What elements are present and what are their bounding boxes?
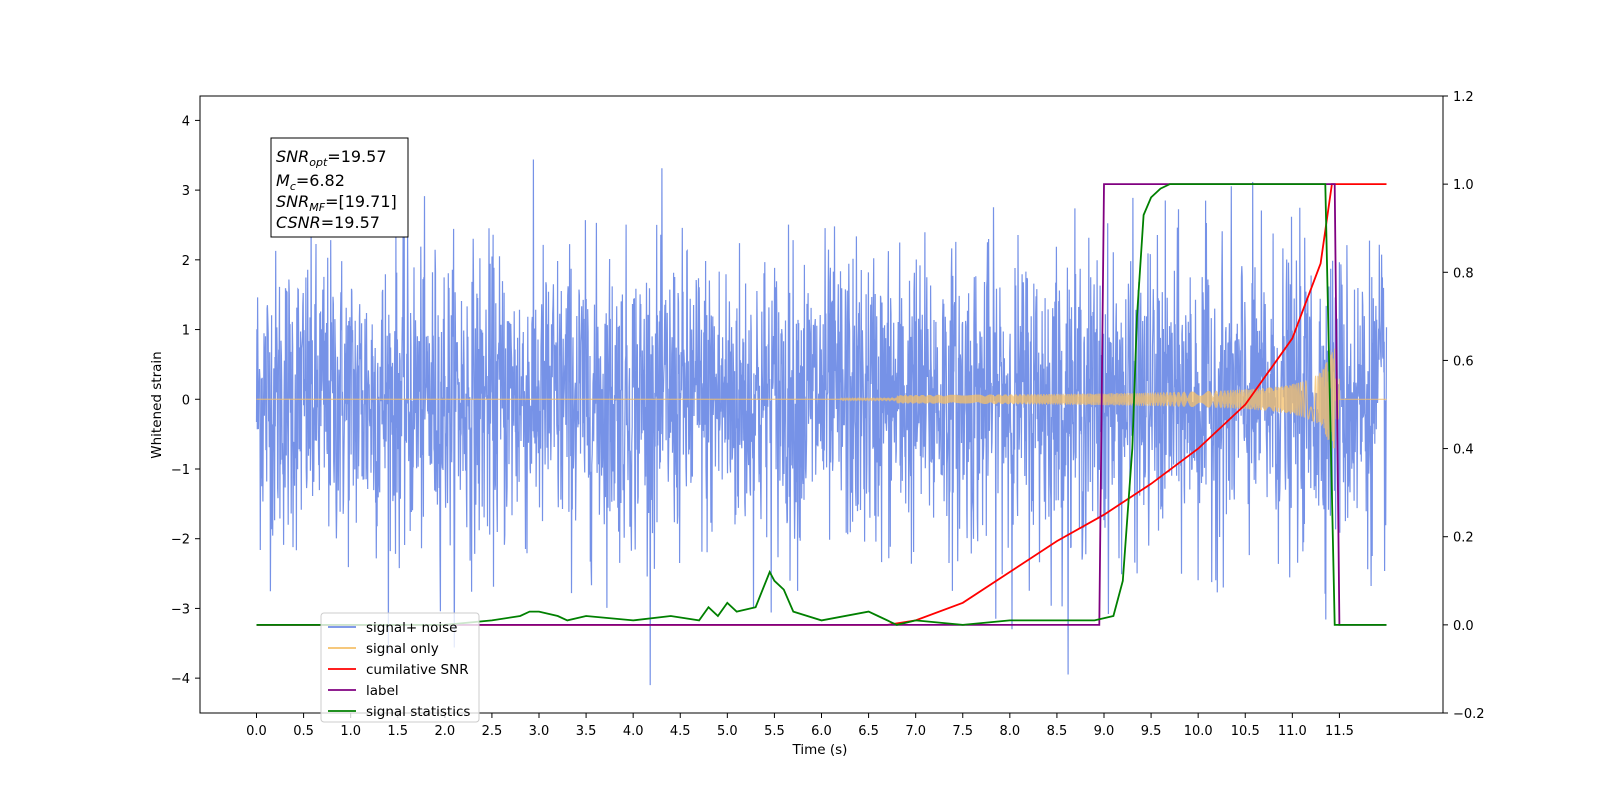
x-tick-label: 9.0 bbox=[1094, 724, 1115, 739]
y-tick-label: −3 bbox=[171, 602, 190, 617]
mc-text: Mc=6.82 bbox=[276, 171, 345, 193]
y2-tick-label: 0.4 bbox=[1453, 443, 1474, 458]
y-axis-left: 4 3 2 1 0 −1 −2 −3 −4 bbox=[171, 114, 200, 687]
x-tick-label: 2.5 bbox=[482, 724, 503, 739]
y-tick-label: −1 bbox=[171, 463, 190, 478]
x-tick-label: 0.0 bbox=[246, 724, 267, 739]
series-signal-statistics bbox=[256, 183, 1387, 626]
legend-label: cumilative SNR bbox=[366, 662, 469, 678]
x-tick-label: 6.5 bbox=[858, 724, 879, 739]
y2-tick-label: 0.8 bbox=[1453, 266, 1474, 281]
y-tick-label: −4 bbox=[171, 672, 190, 687]
x-tick-label: 0.5 bbox=[293, 724, 314, 739]
legend-label: signal+ noise bbox=[366, 620, 457, 636]
x-tick-label: 7.0 bbox=[905, 724, 926, 739]
x-tick-label: 3.0 bbox=[529, 724, 550, 739]
series-signal-noise bbox=[255, 159, 1388, 686]
x-tick-label: 9.5 bbox=[1141, 724, 1162, 739]
y-axis-label: Whitened strain bbox=[149, 351, 165, 458]
x-tick-label: 4.0 bbox=[623, 724, 644, 739]
y-tick-label: 3 bbox=[182, 184, 190, 199]
x-axis-label: Time (s) bbox=[792, 742, 848, 758]
x-tick-label: 10.5 bbox=[1231, 724, 1260, 739]
y-axis-right: 1.2 1.0 0.8 0.6 0.4 0.2 0.0 −0.2 bbox=[1443, 90, 1485, 722]
plot-area bbox=[255, 159, 1388, 686]
y2-tick-label: 0.6 bbox=[1453, 354, 1474, 369]
x-tick-label: 8.5 bbox=[1047, 724, 1068, 739]
y2-tick-label: 1.2 bbox=[1453, 90, 1474, 105]
y2-tick-label: 0.0 bbox=[1453, 619, 1474, 634]
x-tick-label: 3.5 bbox=[576, 724, 597, 739]
legend-label: signal statistics bbox=[366, 704, 470, 720]
x-tick-label: 10.0 bbox=[1184, 724, 1213, 739]
x-tick-label: 2.0 bbox=[434, 724, 455, 739]
x-tick-label: 6.0 bbox=[811, 724, 832, 739]
series-cumulative-snr bbox=[256, 183, 1387, 626]
legend-label: signal only bbox=[366, 641, 439, 657]
x-axis: 0.0 0.5 1.0 1.5 2.0 2.5 3.0 3.5 4.0 4.5 5.0 5.5 6.0 6… bbox=[246, 713, 1354, 739]
y-tick-label: 2 bbox=[182, 254, 190, 269]
y2-tick-label: 1.0 bbox=[1453, 178, 1474, 193]
series-signal-only bbox=[256, 348, 1387, 449]
x-tick-label: 11.0 bbox=[1278, 724, 1307, 739]
x-tick-label: 1.0 bbox=[340, 724, 361, 739]
y-tick-label: −2 bbox=[171, 533, 190, 548]
y-tick-label: 4 bbox=[182, 114, 190, 129]
y-tick-label: 1 bbox=[182, 324, 190, 339]
csnr-text: CSNR=19.57 bbox=[276, 213, 380, 232]
legend-label: label bbox=[366, 683, 399, 699]
legend: signal+ noise signal only cumilative SNR la… bbox=[320, 612, 480, 723]
x-tick-label: 1.5 bbox=[387, 724, 408, 739]
snr-mf-text: SNRMF=[19.71] bbox=[276, 192, 397, 214]
x-tick-label: 5.0 bbox=[717, 724, 738, 739]
y-tick-label: 0 bbox=[182, 393, 190, 408]
x-tick-label: 5.5 bbox=[764, 724, 785, 739]
x-tick-label: 7.5 bbox=[952, 724, 973, 739]
x-tick-label: 4.5 bbox=[670, 724, 691, 739]
y2-tick-label: 0.2 bbox=[1453, 531, 1474, 546]
y2-tick-label: −0.2 bbox=[1453, 707, 1485, 722]
x-tick-label: 11.5 bbox=[1325, 724, 1354, 739]
x-tick-label: 8.0 bbox=[999, 724, 1020, 739]
stats-annotation-box: SNRopt=19.57 Mc=6.82 SNRMF=[19.71] CSNR=… bbox=[270, 137, 409, 238]
snr-opt-text: SNRopt=19.57 bbox=[276, 147, 387, 169]
